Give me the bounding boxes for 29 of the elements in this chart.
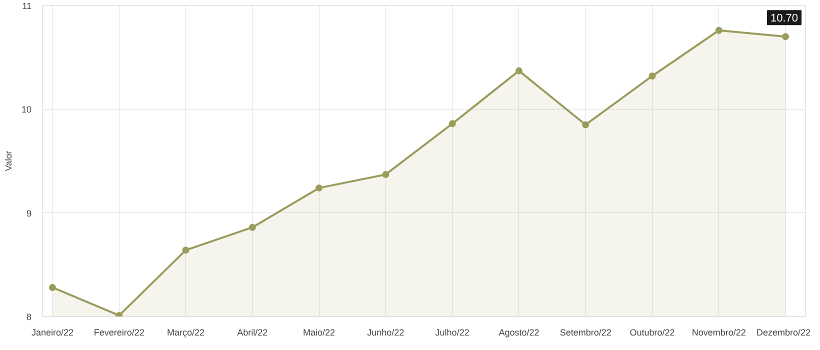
x-tick-label: Janeiro/22 <box>31 328 74 338</box>
x-tick-label: Abril/22 <box>237 328 268 338</box>
y-axis-title: Valor <box>3 150 14 172</box>
x-tick-label: Dezembro/22 <box>756 328 811 338</box>
point <box>382 170 390 178</box>
x-tick-label: Maio/22 <box>303 328 336 338</box>
point <box>582 121 590 128</box>
x-tick-label: Julho/22 <box>435 328 470 338</box>
x-tick-label: Setembro/22 <box>560 328 612 338</box>
x-tick-label: Fevereiro/22 <box>94 328 144 338</box>
y-tick-label: 9 <box>26 208 32 218</box>
x-tick-label: Agosto/22 <box>498 328 540 338</box>
point <box>782 33 790 40</box>
x-tick-label: Novembro/22 <box>692 328 746 338</box>
point <box>248 224 256 231</box>
point <box>648 72 656 80</box>
x-tick-label: Março/22 <box>167 328 205 338</box>
point <box>316 184 323 192</box>
point <box>448 120 456 128</box>
point <box>715 26 722 34</box>
point <box>182 246 190 254</box>
y-tick-label: 10 <box>21 104 32 115</box>
x-tick-label: Junho/22 <box>367 328 404 338</box>
y-tick-label: 11 <box>22 1 32 11</box>
point <box>48 284 56 291</box>
y-tick-label: 8 <box>26 312 32 322</box>
annotation: 10.70 <box>770 12 798 25</box>
point <box>515 67 522 74</box>
x-tick-label: Outubro/22 <box>630 328 675 338</box>
